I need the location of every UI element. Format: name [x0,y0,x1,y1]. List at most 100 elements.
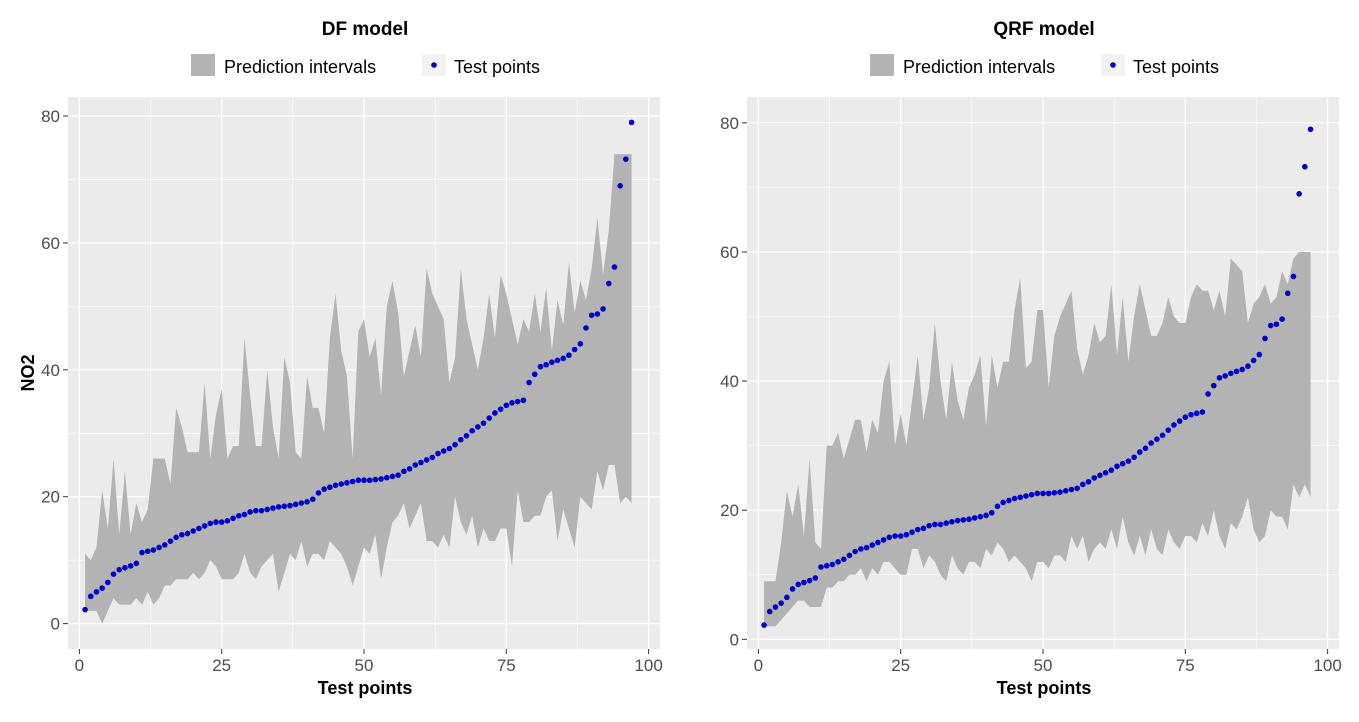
qrf-test-point [784,594,790,601]
qrf-y-tick-label: 60 [720,243,739,262]
qrf-test-point [1228,370,1234,377]
qrf-test-point [892,533,898,539]
df-test-point [201,523,208,529]
qrf-legend-band-label: Prediction intervals [903,57,1055,77]
df-test-point [617,183,623,189]
df-legend-band-label: Prediction intervals [224,57,376,77]
df-ticks: 0 25 50 75 100 0 20 40 60 80 [41,107,663,675]
df-test-point [383,474,390,481]
df-test-point [87,593,94,600]
df-test-point [549,359,555,366]
df-test-point [543,361,549,368]
df-test-point [554,357,561,364]
df-test-point [469,427,475,434]
df-test-point [423,457,430,463]
qrf-test-point [840,556,847,563]
df-test-point [463,433,470,439]
df-test-point [480,420,487,426]
df-test-point [253,507,259,514]
qrf-test-point [818,564,824,570]
df-test-point [412,462,419,468]
qrf-test-point [1125,458,1132,464]
qrf-prediction-interval-area [764,251,1311,627]
qrf-test-point [971,515,978,521]
qrf-ticks: 0 25 50 75 100 0 20 40 60 80 [720,114,1342,675]
qrf-test-point [1302,163,1308,170]
df-test-point [531,371,538,378]
qrf-test-point [766,608,773,615]
qrf-test-point [1176,418,1183,424]
qrf-test-point [852,548,858,555]
qrf-test-point [1108,467,1115,473]
df-test-point [406,466,413,472]
df-test-point [184,530,191,537]
qrf-test-point [994,503,1001,510]
qrf-test-point [1296,191,1302,197]
qrf-test-point [983,512,989,519]
qrf-test-point [880,537,887,543]
qrf-test-point [1262,335,1268,342]
qrf-test-point [1205,391,1211,397]
qrf-test-point [1245,363,1251,370]
qrf-test-points [761,126,1314,628]
df-y-tick-label: 0 [51,615,60,634]
df-test-point [503,402,510,409]
qrf-test-point [772,604,779,610]
qrf-test-point [954,517,961,524]
qrf-test-point [960,517,967,523]
df-test-point [309,496,316,503]
qrf-test-point [806,577,813,584]
df-test-point [435,450,441,457]
df-prediction-band [85,154,632,624]
qrf-test-point [1273,321,1280,328]
qrf-test-point [1119,460,1126,467]
df-test-point [628,119,635,126]
qrf-test-point [937,521,944,528]
df-test-point [355,477,362,484]
df-test-point [577,341,584,347]
df-test-point [566,352,572,359]
qrf-test-point [1091,475,1098,481]
df-legend: Prediction intervals Test points [191,54,540,77]
df-test-point [401,468,407,475]
df-test-point [594,311,601,317]
df-test-point [571,346,578,353]
df-legend-point-label: Test points [454,57,540,77]
df-test-point [315,490,322,496]
qrf-test-point [1216,375,1223,381]
df-legend-band-swatch [191,54,215,76]
df-test-point [446,445,453,452]
qrf-test-point [1136,449,1143,455]
df-test-point [133,560,140,567]
df-test-point [583,325,589,331]
df-test-point [173,534,179,541]
df-test-point [275,504,282,510]
qrf-test-point [1193,410,1200,417]
df-y-axis-title: NO2 [18,354,38,391]
qrf-test-point [1017,494,1024,501]
df-test-point [235,512,242,519]
df-test-point [110,571,117,577]
qrf-test-point [795,581,802,588]
df-test-point [588,312,595,319]
df-test-point [127,563,134,569]
df-test-point [537,363,544,370]
df-x-tick-label: 25 [212,656,231,675]
qrf-y-tick-label: 40 [720,372,739,391]
qrf-test-point [1131,454,1137,461]
df-test-point [281,503,288,510]
qrf-test-point [812,575,819,581]
df-test-point [366,477,373,484]
qrf-test-point [1000,499,1006,506]
df-test-point [440,448,447,454]
qrf-legend-band-swatch [870,54,894,76]
df-test-point [372,476,379,483]
df-test-point [418,459,424,466]
df-test-point [161,542,168,548]
df-test-point [526,379,532,386]
df-test-point [116,566,123,573]
df-test-point [213,519,219,525]
qrf-test-point [1222,373,1228,379]
df-test-point [520,397,527,404]
df-test-point [93,589,100,595]
